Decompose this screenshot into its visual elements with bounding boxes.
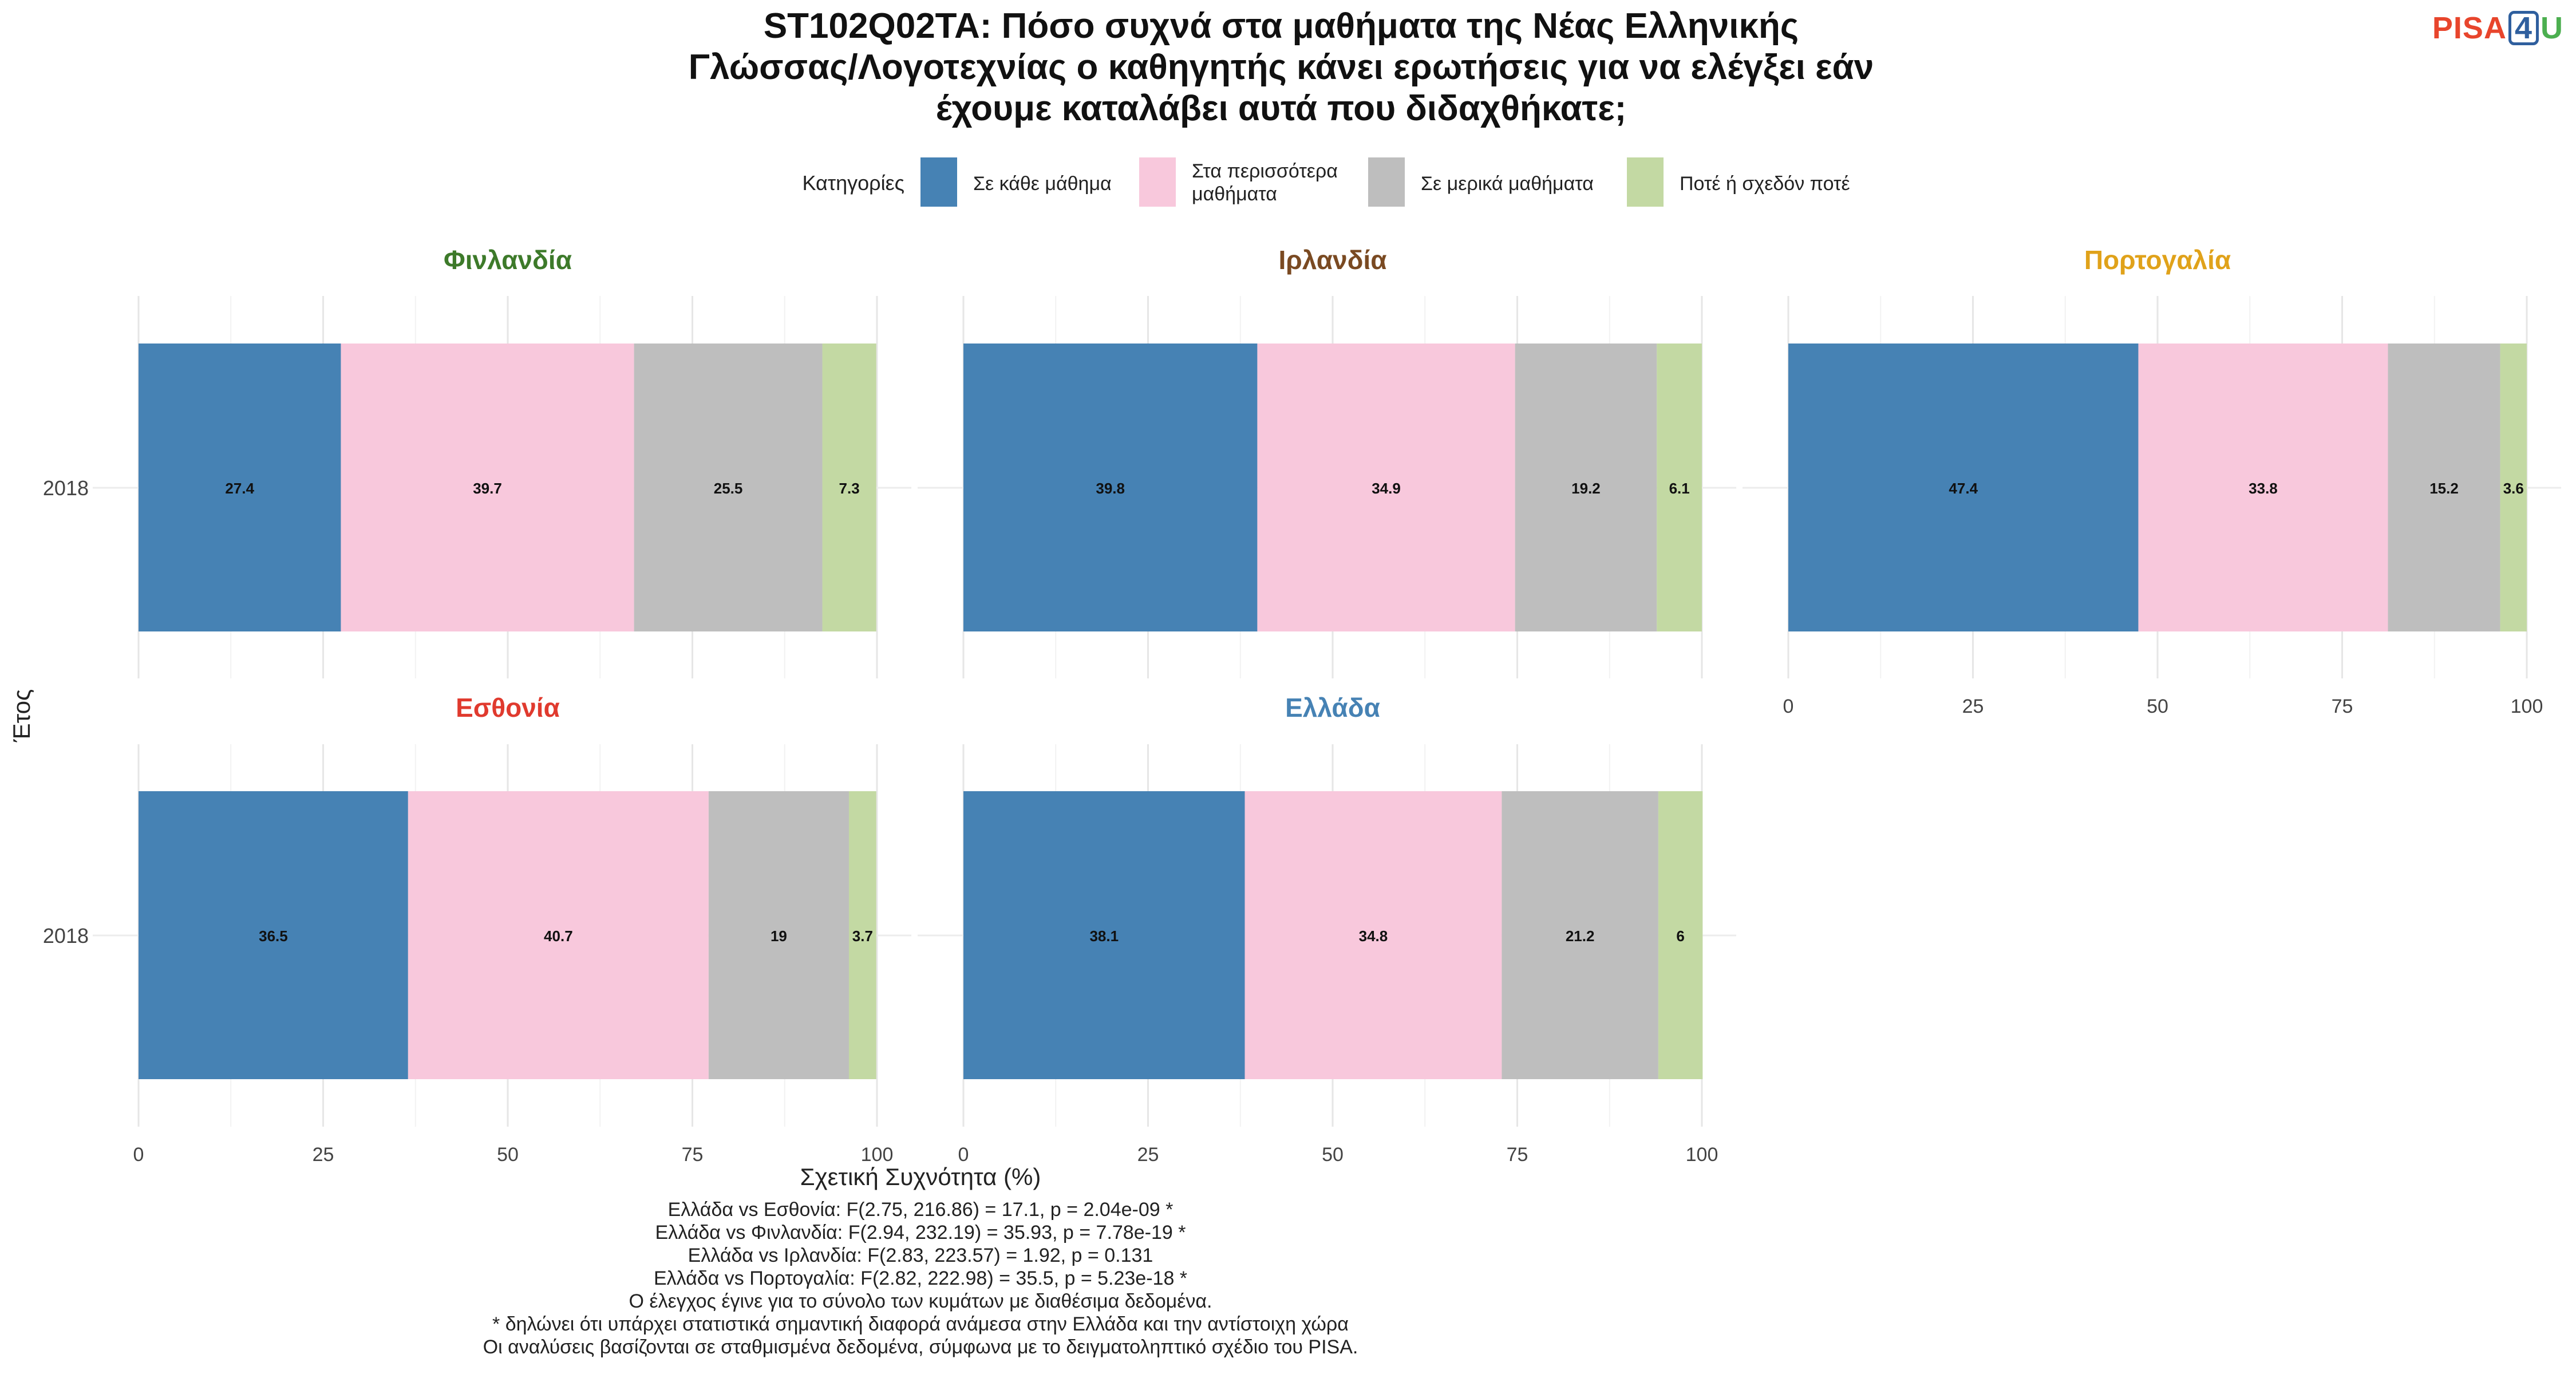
data-label: 3.6	[2503, 480, 2524, 497]
legend-title: Κατηγορίες	[802, 171, 904, 195]
x-tick-label: 0	[133, 1144, 144, 1166]
bar-segment	[1515, 344, 1657, 631]
panel-title: Πορτογαλία	[2084, 245, 2231, 275]
bar-segment	[1658, 791, 1703, 1079]
y-tick-label: 2018	[43, 476, 89, 500]
x-tick-label: 50	[2147, 696, 2168, 717]
bar-segment	[1244, 791, 1502, 1079]
panel-title: Ιρλανδία	[1278, 245, 1386, 275]
bar-segment	[1657, 344, 1702, 631]
data-label: 38.1	[1089, 927, 1119, 945]
bar-segment	[634, 344, 823, 631]
data-label: 40.7	[544, 927, 573, 945]
data-label: 27.4	[225, 480, 254, 497]
data-label: 15.2	[2429, 480, 2459, 497]
data-label: 21.2	[1566, 927, 1595, 945]
y-tick-label: 2018	[43, 924, 89, 947]
data-label: 34.8	[1359, 927, 1388, 945]
data-label: 6.1	[1669, 480, 1690, 497]
data-label: 19.2	[1571, 480, 1601, 497]
data-label: 19	[771, 927, 787, 945]
data-label: 36.5	[259, 927, 288, 945]
bar-segment	[963, 791, 1245, 1079]
legend-label: Ποτέ ή σχεδόν ποτέ	[1680, 173, 1850, 195]
legend-label: Στα περισσότερα	[1192, 160, 1338, 182]
pisa4u-logo: PISA 4 U	[2432, 11, 2563, 45]
data-label: 47.4	[1949, 480, 1978, 497]
bar-segment	[1502, 791, 1658, 1079]
data-label: 39.7	[473, 480, 502, 497]
legend-label: μαθήματα	[1192, 183, 1277, 205]
legend-swatch	[920, 157, 957, 207]
x-tick-label: 50	[1322, 1144, 1344, 1166]
bar-segment	[822, 344, 876, 631]
footnote: Ελλάδα vs Ιρλανδία: F(2.83, 223.57) = 1.…	[688, 1245, 1153, 1266]
bar-segment	[708, 791, 849, 1079]
data-label: 34.9	[1372, 480, 1401, 497]
panel-title: Ελλάδα	[1285, 693, 1380, 722]
legend-swatch	[1368, 157, 1405, 207]
legend-swatch	[1139, 157, 1176, 207]
bar-segment	[341, 344, 634, 631]
chart-title-line: ST102Q02TA: Πόσο συχνά στα μαθήματα της …	[764, 6, 1799, 46]
x-tick-label: 100	[1686, 1144, 1718, 1166]
panel-title: Εσθονία	[456, 693, 560, 722]
legend-label: Σε μερικά μαθήματα	[1421, 173, 1594, 195]
x-tick-label: 100	[2511, 696, 2543, 717]
bar-segment	[139, 791, 408, 1079]
footnote: Ελλάδα vs Εσθονία: F(2.75, 216.86) = 17.…	[668, 1199, 1174, 1221]
chart-title-line: έχουμε καταλάβει αυτά που διδαχθήκατε;	[936, 89, 1627, 128]
data-label: 25.5	[714, 480, 743, 497]
x-tick-label: 25	[1962, 696, 1984, 717]
x-tick-label: 50	[497, 1144, 519, 1166]
bar-segment	[1788, 344, 2139, 631]
bar-segment	[963, 344, 1258, 631]
bar-segment	[408, 791, 709, 1079]
data-label: 3.7	[852, 927, 873, 945]
footnote: Ο έλεγχος έγινε για το σύνολο των κυμάτω…	[629, 1290, 1212, 1312]
x-tick-label: 0	[1783, 696, 1794, 717]
footnote: Ελλάδα vs Φινλανδία: F(2.94, 232.19) = 3…	[655, 1222, 1186, 1243]
footnote: Οι αναλύσεις βασίζονται σε σταθμισμένα δ…	[483, 1336, 1358, 1358]
legend-swatch	[1627, 157, 1664, 207]
y-axis-title: Έτος	[8, 689, 35, 743]
chart-title-line: Γλώσσας/Λογοτεχνίας ο καθηγητής κάνει ερ…	[689, 48, 1874, 87]
x-tick-label: 25	[313, 1144, 334, 1166]
bar-segment	[2388, 344, 2500, 631]
x-axis-title: Σχετική Συχνότητα (%)	[800, 1163, 1041, 1190]
x-tick-label: 75	[2332, 696, 2353, 717]
bar-segment	[2500, 344, 2527, 631]
bar-segment	[1257, 344, 1515, 631]
bar-segment	[848, 791, 876, 1079]
x-tick-label: 75	[1507, 1144, 1528, 1166]
panel-title: Φινλανδία	[444, 245, 572, 275]
x-tick-label: 100	[861, 1144, 894, 1166]
data-label: 6	[1676, 927, 1684, 945]
data-label: 39.8	[1096, 480, 1125, 497]
bar-segment	[2138, 344, 2388, 631]
data-label: 33.8	[2249, 480, 2278, 497]
data-label: 7.3	[839, 480, 860, 497]
x-tick-label: 75	[682, 1144, 704, 1166]
x-tick-label: 0	[958, 1144, 969, 1166]
footnote: Ελλάδα vs Πορτογαλία: F(2.82, 222.98) = …	[654, 1268, 1187, 1289]
footnote: * δηλώνει ότι υπάρχει στατιστικά σημαντι…	[492, 1313, 1349, 1335]
bar-segment	[139, 344, 341, 631]
x-tick-label: 25	[1137, 1144, 1159, 1166]
legend-label: Σε κάθε μάθημα	[973, 173, 1112, 195]
